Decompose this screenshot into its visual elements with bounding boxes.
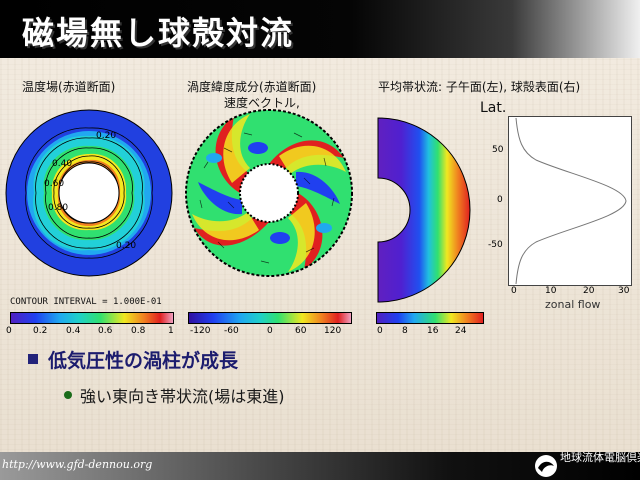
slide-title: 磁場無し球殻対流 [22,14,295,52]
y-tick: -50 [488,240,503,250]
colorbar-tick: 16 [427,326,439,336]
panel3-label: 平均帯状流: 子午面(左), 球殻表面(右) [378,80,581,94]
colorbar-tick: 8 [402,326,408,336]
colorbar-tick: 0.8 [131,326,146,336]
colorbar-tick: 0 [6,326,12,336]
vorticity-colorbar [188,312,352,324]
vorticity-plot [185,109,353,277]
colorbar-tick: 60 [295,326,307,336]
contour-label: 0.20 [96,131,116,141]
temperature-plot: 0.20 0.40 0.60 0.80 0.20 [5,109,173,277]
colorbar-tick: 120 [324,326,342,336]
temperature-colorbar [10,312,174,324]
title-bar [0,0,640,58]
x-tick: 10 [545,286,557,296]
colorbar-tick: 0.6 [98,326,113,336]
footer-bar [0,452,640,480]
panel4-x-label: zonal flow [545,298,601,311]
y-tick: 0 [497,195,503,205]
panel2-label-line2: 速度ベクトル, [224,96,300,110]
panel4-y-label: Lat. [480,100,507,116]
meridional-zonal-flow-plot [377,117,471,303]
contour-label: 0.20 [116,241,136,251]
zonal-flow-colorbar [376,312,484,324]
x-tick: 20 [583,286,595,296]
bullet-main-text: 低気圧性の渦柱が成長 [48,350,239,372]
x-tick: 30 [618,286,630,296]
bullet-dot-icon [64,391,72,399]
club-logo-icon [535,455,557,477]
contour-label: 0.60 [44,179,64,189]
bullet-sub-text: 強い東向き帯状流(場は東進) [80,387,285,406]
colorbar-tick: 1 [168,326,174,336]
y-tick: 50 [492,145,504,155]
colorbar-tick: 0 [377,326,383,336]
footer-url-link[interactable]: http://www.gfd-dennou.org [2,458,153,471]
colorbar-tick: 24 [455,326,467,336]
bullet-square-icon [28,354,38,364]
colorbar-tick: 0.4 [66,326,81,336]
contour-label: 0.40 [52,159,72,169]
panel2-label-line1: 渦度緯度成分(赤道断面) [187,80,317,94]
club-logo-text: 地球流体電脳倶楽部 [560,451,640,464]
zonal-flow-curve [515,117,627,285]
colorbar-tick: -60 [224,326,239,336]
colorbar-tick: -120 [190,326,211,336]
zonal-flow-profile-plot [508,116,632,286]
contour-label: 0.80 [48,203,68,213]
x-tick: 0 [511,286,517,296]
panel1-label: 温度場(赤道断面) [22,80,116,94]
contour-interval-note: CONTOUR INTERVAL = 1.000E-01 [10,297,162,307]
colorbar-tick: 0.2 [33,326,48,336]
colorbar-tick: 0 [267,326,273,336]
